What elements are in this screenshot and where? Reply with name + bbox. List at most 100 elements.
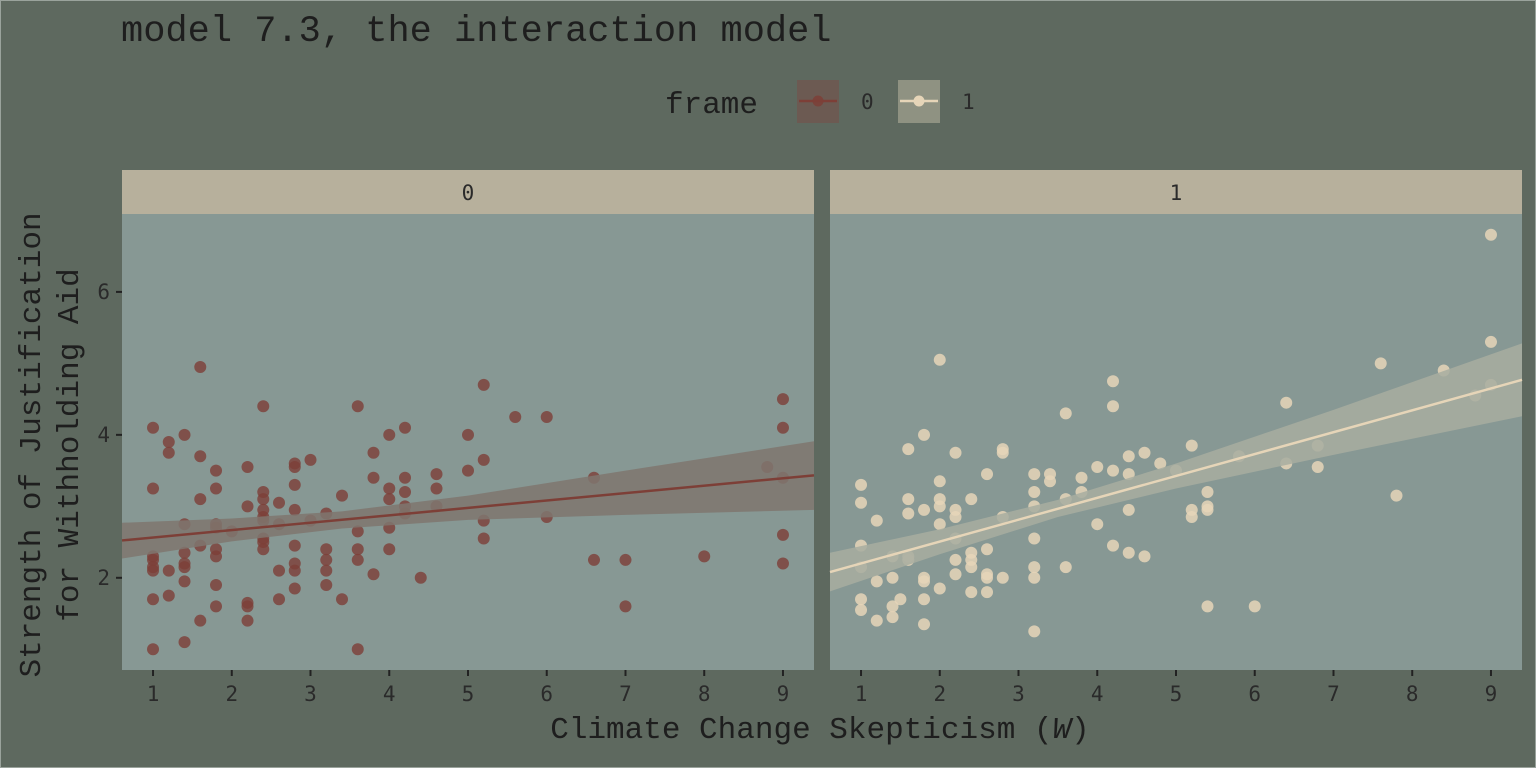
data-point <box>147 564 160 577</box>
legend-key-1-point <box>913 95 925 107</box>
data-point <box>1122 546 1135 559</box>
x-tick-label: 9 <box>777 682 790 706</box>
data-point <box>1059 407 1072 420</box>
data-point <box>933 518 946 531</box>
data-point <box>1075 471 1088 484</box>
data-point <box>1107 400 1120 413</box>
x-tick-label: 7 <box>1327 682 1340 706</box>
data-point <box>1311 461 1324 474</box>
data-point <box>351 400 364 413</box>
data-point <box>855 603 868 616</box>
data-point <box>1122 450 1135 463</box>
data-point <box>367 471 380 484</box>
y-axis-label-line-1: Strength of Justification <box>15 212 50 677</box>
data-point <box>241 500 254 513</box>
data-point <box>1028 625 1041 638</box>
x-axis-label-close: ) <box>1071 713 1090 748</box>
data-point <box>949 511 962 524</box>
data-point <box>933 582 946 595</box>
data-point <box>147 593 160 606</box>
x-axis-label: Climate Change Skepticism (W) <box>550 713 1090 748</box>
confidence-ribbon <box>122 441 814 559</box>
data-point <box>1138 446 1151 459</box>
data-point <box>1185 511 1198 524</box>
y-axis: 2 4 6 <box>97 280 122 590</box>
x-tick-label: 3 <box>304 682 317 706</box>
data-point <box>414 571 427 584</box>
data-point <box>178 546 191 559</box>
data-point <box>1374 357 1387 370</box>
data-point <box>949 446 962 459</box>
x-tick-label: 4 <box>383 682 396 706</box>
facet-strip-label: 0 <box>462 181 475 205</box>
x-tick-label: 5 <box>462 682 475 706</box>
data-point <box>996 446 1009 459</box>
data-point <box>147 421 160 434</box>
data-point <box>1390 489 1403 502</box>
data-point <box>194 493 207 506</box>
data-point <box>273 496 286 509</box>
data-point <box>178 575 191 588</box>
data-point <box>367 446 380 459</box>
x-tick-label: 9 <box>1485 682 1498 706</box>
x-axis-label-variable: W <box>1053 713 1074 748</box>
data-point <box>273 593 286 606</box>
data-point <box>1059 561 1072 574</box>
data-point <box>870 575 883 588</box>
data-point <box>147 643 160 656</box>
data-point <box>430 482 443 495</box>
data-point <box>698 550 711 563</box>
data-point <box>477 453 490 466</box>
data-point <box>288 478 301 491</box>
data-point <box>162 446 175 459</box>
data-point <box>320 578 333 591</box>
x-tick-label: 3 <box>1012 682 1025 706</box>
data-point <box>178 428 191 441</box>
data-point <box>1248 600 1261 613</box>
y-tick-label: 2 <box>97 566 110 590</box>
data-point <box>241 461 254 474</box>
data-point <box>933 353 946 366</box>
x-tick-label: 5 <box>1170 682 1183 706</box>
x-tick-label: 2 <box>933 682 946 706</box>
data-point <box>949 568 962 581</box>
legend-title: frame <box>665 88 758 123</box>
data-point <box>1028 486 1041 499</box>
data-point <box>902 493 915 506</box>
facet-strip <box>122 170 814 214</box>
data-point <box>304 453 317 466</box>
data-point <box>399 471 412 484</box>
data-point <box>336 593 349 606</box>
data-point <box>257 493 270 506</box>
data-point <box>288 503 301 516</box>
data-point <box>949 553 962 566</box>
data-point <box>147 482 160 495</box>
data-point <box>855 593 868 606</box>
y-tick-label: 6 <box>97 280 110 304</box>
chart-title: model 7.3, the interaction model <box>121 11 832 53</box>
data-point <box>870 514 883 527</box>
data-point <box>336 489 349 502</box>
data-point <box>1201 600 1214 613</box>
data-point <box>1484 228 1497 241</box>
data-point <box>1091 461 1104 474</box>
data-point <box>870 614 883 627</box>
fit-line <box>121 474 815 542</box>
data-point <box>1044 475 1057 488</box>
x-tick-label: 8 <box>1406 682 1419 706</box>
data-point <box>1138 550 1151 563</box>
facet-strip <box>830 170 1522 214</box>
data-point <box>1185 439 1198 452</box>
data-point <box>462 464 474 477</box>
data-point <box>257 543 270 556</box>
data-point <box>619 553 632 566</box>
data-point <box>894 593 907 606</box>
x-tick-label: 1 <box>855 682 868 706</box>
data-point <box>540 410 553 423</box>
fit-line <box>829 378 1523 574</box>
data-point <box>210 578 223 591</box>
data-point <box>1028 561 1041 574</box>
data-point <box>210 550 223 563</box>
x-tick-label: 1 <box>147 682 160 706</box>
